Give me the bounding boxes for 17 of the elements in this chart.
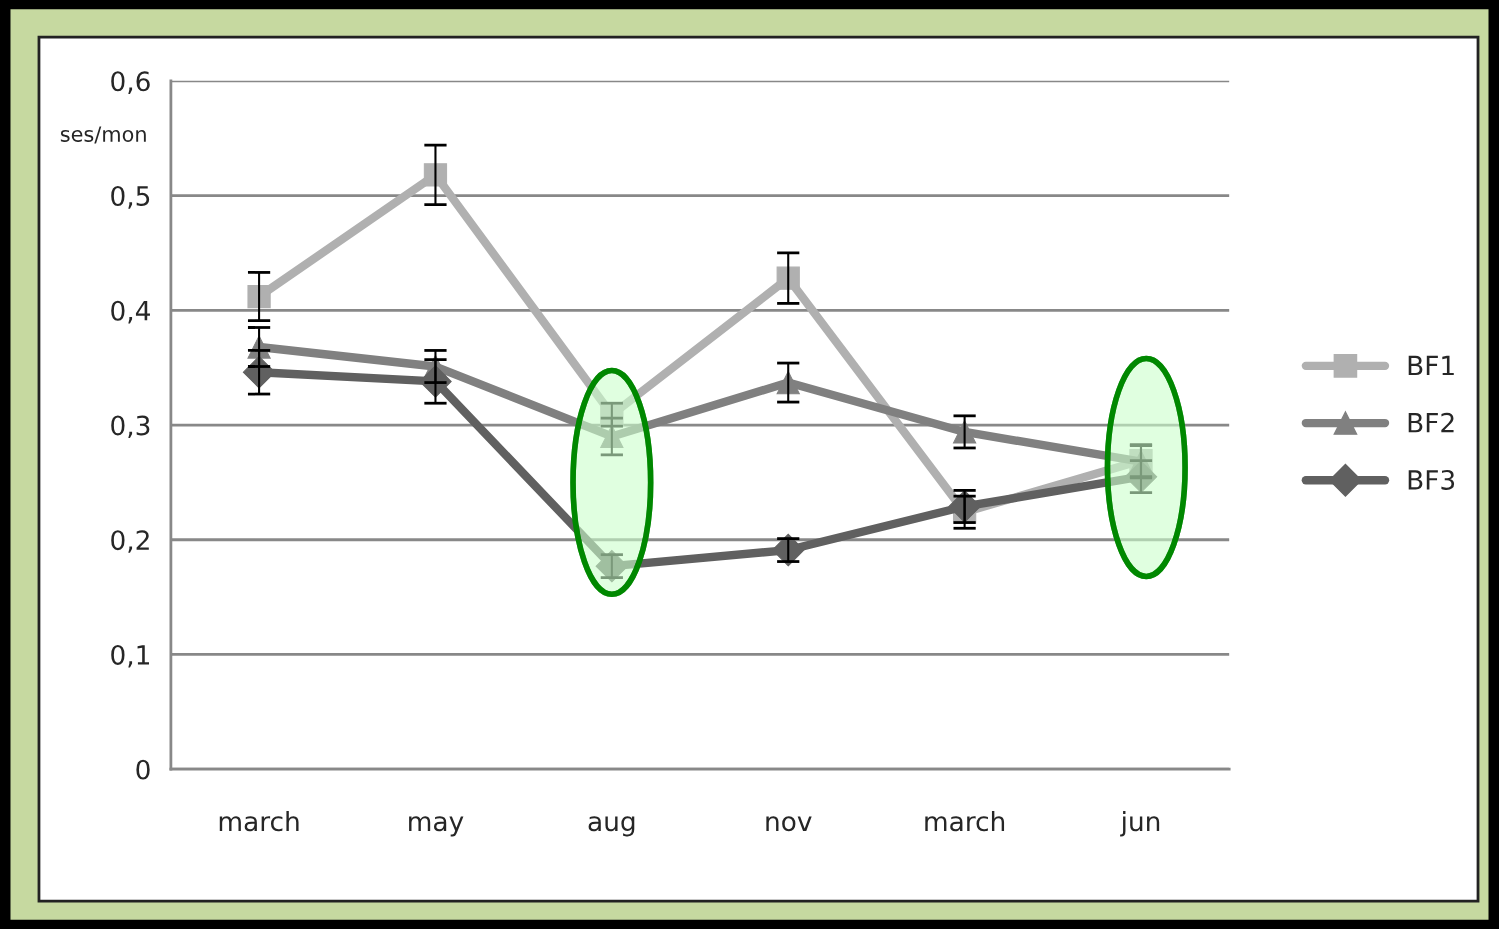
x-tick-label: march: [219, 810, 299, 832]
y-tick-label: 0,6: [111, 71, 150, 94]
y-tick-label: 0,2: [111, 530, 149, 553]
y-tick-label: 0,3: [111, 415, 150, 439]
legend-label: BF2: [1408, 412, 1454, 433]
y-tick-label: 0,5: [111, 185, 150, 209]
x-tick-label: jun: [1120, 810, 1160, 837]
x-tick-label: nov: [766, 816, 812, 832]
y-tick-label: 0,4: [111, 300, 150, 324]
legend-label: BF3: [1408, 469, 1455, 490]
y-axis-title: ses/mon: [60, 126, 146, 144]
y-tick-label: 0: [136, 759, 150, 780]
x-tick-label: may: [409, 816, 464, 837]
y-tick-label: 0,1: [111, 644, 150, 668]
legend-label: BF1: [1408, 355, 1454, 376]
x-tick-label: march: [925, 810, 1005, 832]
x-tick-label: aug: [588, 816, 635, 837]
